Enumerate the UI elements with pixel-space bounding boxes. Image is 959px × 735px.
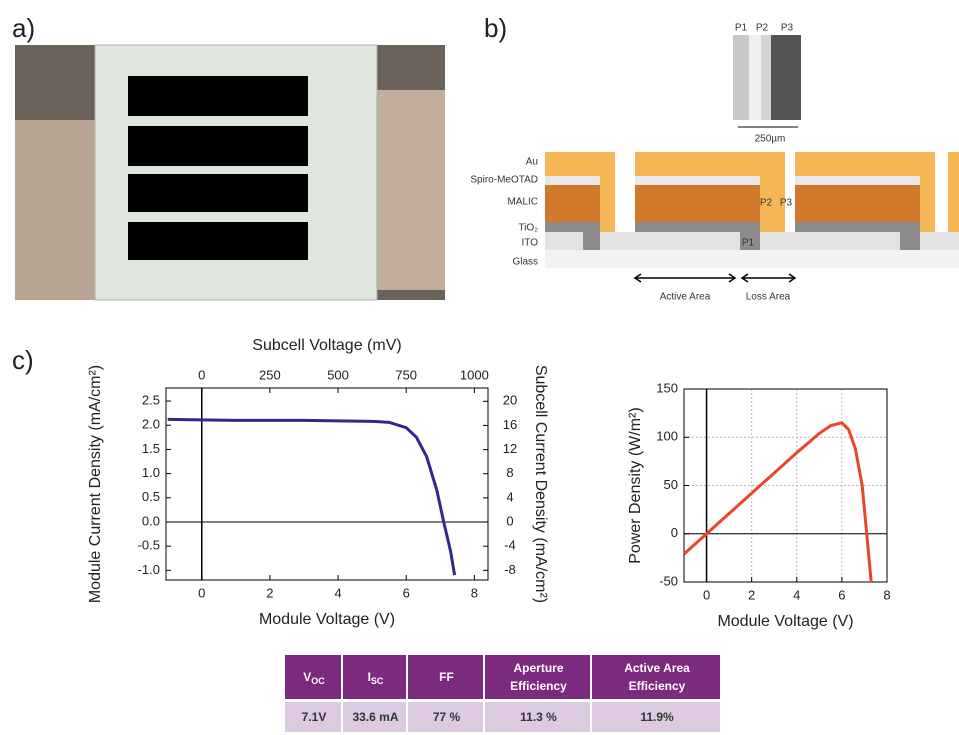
x2-tick-label: 1000	[460, 367, 489, 382]
chart: 0 2 4 6 8 -1.0 -0.5 0.0 0.5 1.0 1.5 2.0 2.5 0 250 500 75…	[87, 337, 549, 628]
scribe-label: P2	[756, 23, 769, 34]
x2-tick-label: 500	[327, 367, 349, 382]
panel-label: a)	[12, 13, 35, 43]
chart: 0 2 4 6 8 -50 0 50 100 150 Module Voltage (V) Power…	[627, 380, 890, 630]
x-tick-label: 0	[198, 585, 205, 600]
y2-tick-label: 8	[506, 465, 513, 480]
x2-tick-label: 0	[198, 367, 205, 382]
cell-text: 77 %	[433, 710, 461, 724]
x-tick-label: 6	[403, 585, 410, 600]
cell-text: 11.3 %	[520, 710, 557, 724]
y-tick-label: 0.5	[142, 489, 160, 504]
y-tick-label: -1.0	[138, 562, 160, 577]
cell-text: 7.1V	[302, 710, 327, 724]
layer-label: ITO	[522, 238, 539, 249]
x2-tick-label: 750	[395, 367, 417, 382]
figure: a) b) c) P1 P2 P3 250µm Au Spiro-MeOTAD …	[0, 0, 959, 735]
cross-label: P3	[780, 198, 793, 209]
cross-label: P1	[742, 238, 755, 249]
y2-tick-label: 4	[506, 489, 513, 504]
scribe-label: P1	[735, 23, 748, 34]
header-sub: SC	[371, 676, 384, 686]
photo	[15, 45, 445, 300]
x-tick-label: 8	[471, 585, 478, 600]
layer-label: Au	[526, 157, 538, 168]
y-axis-title: Module Current Density (mA/cm²)	[87, 365, 104, 603]
x-axis-title: Module Voltage (V)	[259, 611, 395, 628]
area-label: Active Area	[660, 292, 711, 303]
layer-label: MALIC	[507, 197, 538, 208]
x-tick-label: 4	[793, 587, 800, 602]
header-line: Aperture	[513, 661, 563, 675]
y2-tick-label: -8	[504, 562, 516, 577]
header-sub: OC	[311, 676, 325, 686]
x-tick-label: 6	[838, 587, 845, 602]
header-main: V	[303, 670, 311, 684]
y-tick-label: 1.5	[142, 441, 160, 456]
y-tick-label: 50	[664, 477, 678, 492]
plot-frame	[166, 388, 488, 580]
y-tick-label: 0.0	[142, 513, 160, 528]
y2-tick-label: 20	[503, 393, 517, 408]
data-line	[168, 419, 455, 575]
y-tick-label: 2.0	[142, 417, 160, 432]
layer-label: Glass	[512, 257, 538, 268]
scribe-label: P3	[781, 23, 794, 34]
y2-tick-label: 16	[503, 417, 517, 432]
y-tick-label: 1.0	[142, 465, 160, 480]
header-text: FF	[439, 670, 454, 684]
panel-label: b)	[484, 13, 507, 43]
y-tick-label: 100	[656, 429, 678, 444]
y-axis-title: Power Density (W/m²)	[627, 407, 644, 563]
y-tick-label: 150	[656, 380, 678, 395]
x2-axis-title: Subcell Voltage (mV)	[252, 337, 401, 354]
header-line: Efficiency	[629, 679, 686, 693]
x-tick-label: 8	[883, 587, 890, 602]
y2-axis-title: Subcell Current Density (mA/cm²)	[532, 365, 549, 603]
cell-text: 11.9%	[640, 710, 674, 724]
y-tick-label: -50	[659, 573, 678, 588]
x-tick-label: 0	[703, 587, 710, 602]
y2-tick-label: 0	[506, 513, 513, 528]
x-tick-label: 2	[266, 585, 273, 600]
y-tick-label: 0	[671, 525, 678, 540]
area-arrows	[635, 274, 795, 282]
layer-stack	[545, 152, 959, 268]
x-tick-label: 2	[748, 587, 755, 602]
scale-label: 250µm	[755, 134, 786, 145]
header-line: Efficiency	[510, 679, 567, 693]
y-tick-label: -0.5	[138, 538, 160, 553]
header-line: Active Area	[624, 661, 690, 675]
layer-label: TiO₂	[518, 223, 538, 234]
area-label: Loss Area	[746, 292, 791, 303]
panel-label: c)	[12, 345, 34, 375]
x-tick-label: 4	[334, 585, 341, 600]
cell-text: 33.6 mA	[352, 710, 398, 724]
y2-tick-label: -4	[504, 538, 516, 553]
cross-label: P2	[760, 198, 773, 209]
layer-label: Spiro-MeOTAD	[470, 175, 538, 186]
scribe-image	[733, 35, 801, 120]
data-line	[684, 423, 871, 582]
y2-tick-label: 12	[503, 441, 517, 456]
x-axis-title: Module Voltage (V)	[717, 613, 853, 630]
x2-tick-label: 250	[259, 367, 281, 382]
y-tick-label: 2.5	[142, 392, 160, 407]
